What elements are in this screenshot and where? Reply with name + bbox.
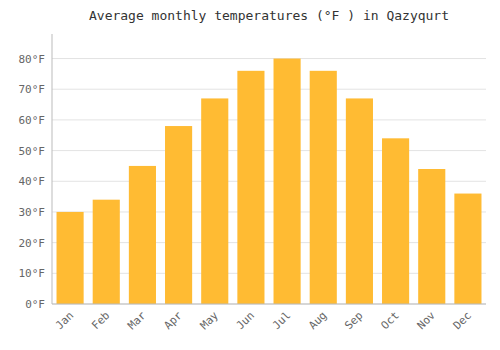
- x-tick-label: Jan: [53, 309, 76, 332]
- x-tick-label: Aug: [306, 309, 329, 332]
- x-tick-label: Jul: [270, 309, 293, 332]
- x-axis-line: [52, 304, 486, 305]
- x-tick-label: Jun: [234, 309, 257, 332]
- x-tick-label: Feb: [89, 309, 112, 332]
- y-tick-label: 20°F: [19, 237, 46, 250]
- y-tick-label: 10°F: [19, 267, 46, 280]
- chart-container: Average monthly temperatures (°F ) in Qa…: [0, 0, 500, 350]
- bar: [93, 200, 120, 304]
- y-tick-label: 0°F: [25, 298, 45, 311]
- grid-line: [52, 150, 486, 151]
- y-tick-label: 40°F: [19, 175, 46, 188]
- y-tick-label: 80°F: [19, 53, 46, 66]
- x-tick-label: May: [198, 309, 222, 333]
- grid-line: [52, 304, 486, 305]
- bars: [57, 59, 482, 304]
- x-tick-label: Oct: [378, 309, 401, 332]
- x-tick-label: Apr: [161, 309, 185, 333]
- bar: [310, 71, 337, 304]
- y-tick-label: 30°F: [19, 206, 46, 219]
- y-tick-label: 70°F: [19, 83, 46, 96]
- x-tick-label: Sep: [342, 309, 365, 332]
- chart-svg: Average monthly temperatures (°F ) in Qa…: [0, 0, 500, 350]
- bar: [129, 166, 156, 304]
- bar: [454, 194, 481, 304]
- y-grid: [52, 59, 486, 304]
- bar: [165, 126, 192, 304]
- x-tick-label: Dec: [451, 309, 474, 332]
- grid-line: [52, 58, 486, 59]
- grid-line: [52, 119, 486, 120]
- bar: [57, 212, 84, 304]
- y-tick-label: 50°F: [19, 145, 46, 158]
- bar: [274, 59, 301, 304]
- bar: [237, 71, 264, 304]
- bar: [382, 138, 409, 304]
- y-tick-label: 60°F: [19, 114, 46, 127]
- y-axis-line: [52, 34, 53, 304]
- bar: [201, 98, 228, 304]
- chart-title: Average monthly temperatures (°F ) in Qa…: [89, 8, 449, 23]
- bar: [346, 98, 373, 304]
- bar: [418, 169, 445, 304]
- grid-line: [52, 89, 486, 90]
- x-tick-label: Nov: [415, 309, 439, 333]
- x-tick-label: Mar: [125, 309, 149, 333]
